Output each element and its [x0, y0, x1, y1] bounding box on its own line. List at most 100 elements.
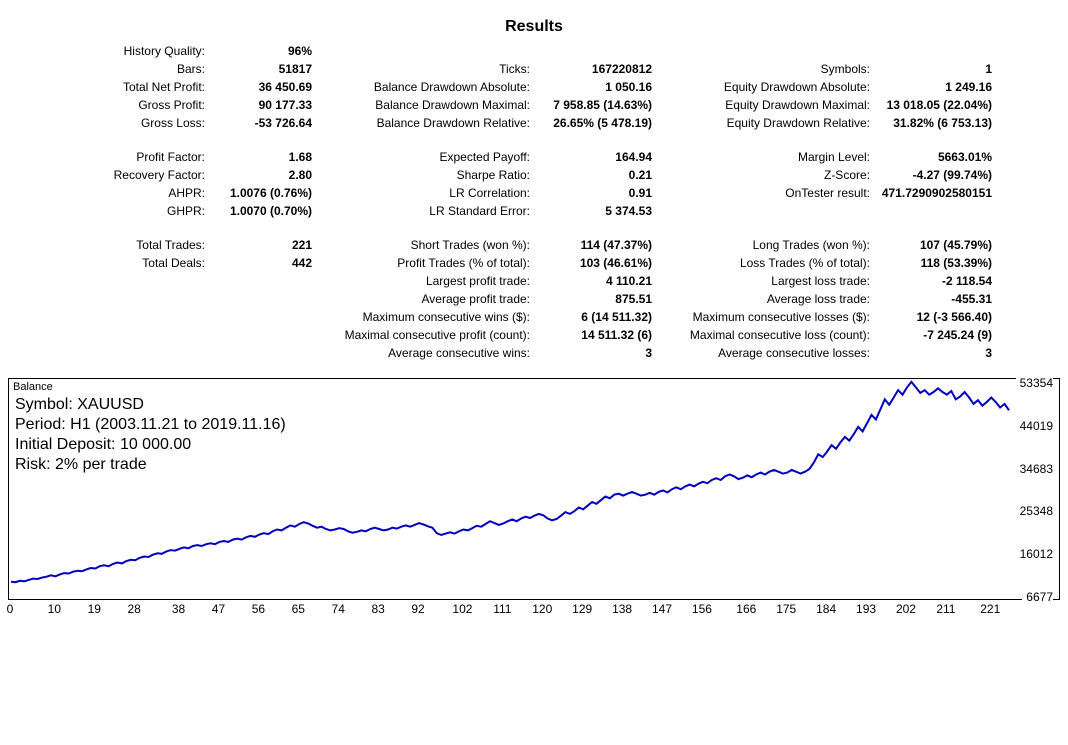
stat-label	[40, 328, 215, 342]
stat-value	[880, 44, 1010, 58]
stat-label: Short Trades (won %):	[330, 238, 540, 252]
stat-value: 471.7290902580151	[880, 186, 1010, 200]
stat-label	[40, 292, 215, 306]
x-tick-label: 184	[816, 602, 836, 616]
stat-label: Bars:	[40, 62, 215, 76]
stat-label	[670, 204, 880, 218]
x-tick-label: 0	[7, 602, 14, 616]
stat-label: Equity Drawdown Absolute:	[670, 80, 880, 94]
stat-label: LR Standard Error:	[330, 204, 540, 218]
stat-label: Total Deals:	[40, 256, 215, 270]
stat-value: 5 374.53	[540, 204, 670, 218]
stat-value: 221	[215, 238, 330, 252]
chart-info-block: Symbol: XAUUSDPeriod: H1 (2003.11.21 to …	[15, 395, 286, 475]
stat-label: Symbols:	[670, 62, 880, 76]
x-tick-label: 47	[212, 602, 225, 616]
chart-x-axis: 0101928384756657483921021111201291381471…	[8, 602, 1060, 618]
stat-value	[215, 328, 330, 342]
balance-chart: Balance Symbol: XAUUSDPeriod: H1 (2003.1…	[8, 378, 1060, 600]
stat-label: Maximal consecutive profit (count):	[330, 328, 540, 342]
results-title: Results	[0, 0, 1068, 44]
stat-label: OnTester result:	[670, 186, 880, 200]
stat-label: History Quality:	[40, 44, 215, 58]
stat-label: Average profit trade:	[330, 292, 540, 306]
chart-info-line: Period: H1 (2003.11.21 to 2019.11.16)	[15, 415, 286, 435]
stat-label	[40, 346, 215, 360]
stat-value: 26.65% (5 478.19)	[540, 116, 670, 130]
stat-label	[40, 310, 215, 324]
stat-value: 107 (45.79%)	[880, 238, 1010, 252]
stat-value: -53 726.64	[215, 116, 330, 130]
x-tick-label: 74	[332, 602, 345, 616]
x-tick-label: 10	[48, 602, 61, 616]
stat-value: 90 177.33	[215, 98, 330, 112]
chart-info-line: Symbol: XAUUSD	[15, 395, 286, 415]
stat-label: Average loss trade:	[670, 292, 880, 306]
stat-value: 442	[215, 256, 330, 270]
stat-value: 1.68	[215, 150, 330, 164]
stat-value: 114 (47.37%)	[540, 238, 670, 252]
stat-label: LR Correlation:	[330, 186, 540, 200]
stat-label: Balance Drawdown Absolute:	[330, 80, 540, 94]
stat-value: 5663.01%	[880, 150, 1010, 164]
stat-value: 14 511.32 (6)	[540, 328, 670, 342]
stat-value: 0.21	[540, 168, 670, 182]
stat-value: 118 (53.39%)	[880, 256, 1010, 270]
stat-value: 1	[880, 62, 1010, 76]
stat-value: -7 245.24 (9)	[880, 328, 1010, 342]
stat-value: -2 118.54	[880, 274, 1010, 288]
stat-label: Balance Drawdown Maximal:	[330, 98, 540, 112]
stat-label: Maximal consecutive loss (count):	[670, 328, 880, 342]
stat-label: Balance Drawdown Relative:	[330, 116, 540, 130]
x-tick-label: 38	[172, 602, 185, 616]
x-tick-label: 120	[532, 602, 552, 616]
chart-corner-label: Balance	[13, 381, 53, 393]
stat-value	[880, 204, 1010, 218]
stat-value: 2.80	[215, 168, 330, 182]
stat-label: Margin Level:	[670, 150, 880, 164]
x-tick-label: 83	[371, 602, 384, 616]
stat-value: 13 018.05 (22.04%)	[880, 98, 1010, 112]
x-tick-label: 175	[776, 602, 796, 616]
stat-label: AHPR:	[40, 186, 215, 200]
chart-info-line: Initial Deposit: 10 000.00	[15, 435, 286, 455]
stat-label: Equity Drawdown Relative:	[670, 116, 880, 130]
stat-label: Equity Drawdown Maximal:	[670, 98, 880, 112]
stat-label: Expected Payoff:	[330, 150, 540, 164]
x-tick-label: 202	[896, 602, 916, 616]
x-tick-label: 193	[856, 602, 876, 616]
stat-label: Maximum consecutive wins ($):	[330, 310, 540, 324]
stat-value: 1.0070 (0.70%)	[215, 204, 330, 218]
x-tick-label: 28	[128, 602, 141, 616]
chart-info-line: Risk: 2% per trade	[15, 455, 286, 475]
stat-value: 4 110.21	[540, 274, 670, 288]
x-tick-label: 111	[493, 602, 511, 616]
x-tick-label: 211	[936, 602, 955, 616]
x-tick-label: 65	[292, 602, 305, 616]
x-tick-label: 102	[452, 602, 472, 616]
stat-value	[540, 44, 670, 58]
stat-value: 875.51	[540, 292, 670, 306]
stat-value: 31.82% (6 753.13)	[880, 116, 1010, 130]
x-tick-label: 156	[692, 602, 712, 616]
y-tick-label: 16012	[1016, 547, 1053, 561]
stat-label: Z-Score:	[670, 168, 880, 182]
y-tick-label: 25348	[1016, 504, 1053, 518]
stat-label: Maximum consecutive losses ($):	[670, 310, 880, 324]
stat-value: 1 249.16	[880, 80, 1010, 94]
stat-label: Ticks:	[330, 62, 540, 76]
stat-label	[330, 44, 540, 58]
stat-label: Gross Loss:	[40, 116, 215, 130]
y-tick-label: 53354	[1016, 376, 1053, 390]
x-tick-label: 147	[652, 602, 672, 616]
x-tick-label: 221	[980, 602, 1000, 616]
stat-value: 103 (46.61%)	[540, 256, 670, 270]
x-tick-label: 92	[411, 602, 424, 616]
stat-value: 36 450.69	[215, 80, 330, 94]
stat-value: -4.27 (99.74%)	[880, 168, 1010, 182]
stat-label: Sharpe Ratio:	[330, 168, 540, 182]
results-table: History Quality:96%Bars:51817Ticks:16722…	[0, 44, 1068, 372]
x-tick-label: 19	[88, 602, 101, 616]
stat-label: Average consecutive wins:	[330, 346, 540, 360]
stat-label: Profit Trades (% of total):	[330, 256, 540, 270]
